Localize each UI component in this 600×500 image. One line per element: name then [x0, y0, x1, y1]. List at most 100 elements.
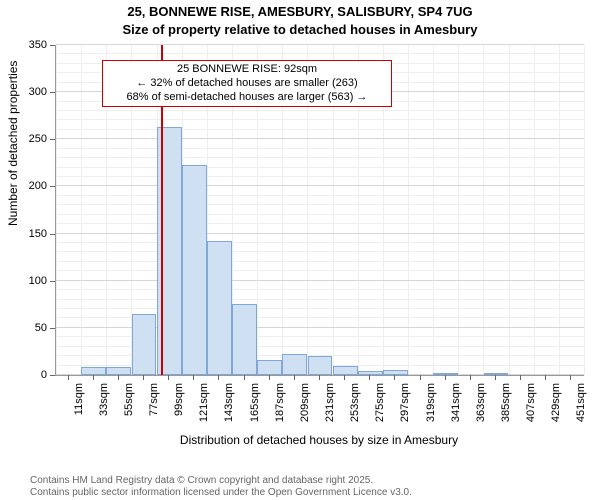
x-tick-label: 275sqm	[374, 383, 386, 433]
x-tick-label: 99sqm	[173, 383, 185, 433]
histogram-bar	[308, 356, 333, 375]
x-tick-mark	[369, 375, 370, 380]
x-tick-mark	[93, 375, 94, 380]
chart-title-line2: Size of property relative to detached ho…	[0, 22, 600, 37]
grid-hline	[56, 185, 584, 186]
histogram-bar	[333, 366, 358, 375]
grid-hline	[56, 138, 584, 139]
x-tick-mark	[394, 375, 395, 380]
x-tick-mark	[319, 375, 320, 380]
footer-line2: Contains public sector information licen…	[30, 487, 412, 498]
grid-hline	[56, 195, 584, 196]
grid-hline	[56, 233, 584, 234]
y-tick-mark	[50, 139, 55, 140]
x-tick-label: 451sqm	[575, 383, 587, 433]
x-tick-label: 33sqm	[98, 383, 110, 433]
x-tick-label: 11sqm	[73, 383, 85, 433]
x-tick-mark	[143, 375, 144, 380]
x-tick-label: 165sqm	[249, 383, 261, 433]
grid-hline	[56, 242, 584, 243]
x-tick-label: 77sqm	[148, 383, 160, 433]
grid-vline	[483, 45, 484, 375]
grid-hline	[56, 223, 584, 224]
x-tick-mark	[420, 375, 421, 380]
chart-title-line1: 25, BONNEWE RISE, AMESBURY, SALISBURY, S…	[0, 4, 600, 19]
x-axis-label: Distribution of detached houses by size …	[55, 433, 583, 447]
x-tick-mark	[294, 375, 295, 380]
x-tick-label: 297sqm	[399, 383, 411, 433]
x-tick-mark	[193, 375, 194, 380]
y-tick-label: 50	[0, 322, 47, 334]
grid-vline	[584, 45, 585, 375]
y-tick-mark	[50, 234, 55, 235]
grid-vline	[559, 45, 560, 375]
x-tick-label: 187sqm	[274, 383, 286, 433]
x-tick-mark	[445, 375, 446, 380]
histogram-bar	[207, 241, 232, 375]
grid-vline	[81, 45, 82, 375]
histogram-bar	[106, 367, 131, 375]
y-tick-mark	[50, 92, 55, 93]
footer-line1: Contains HM Land Registry data © Crown c…	[30, 475, 373, 486]
grid-hline	[56, 119, 584, 120]
grid-hline	[56, 148, 584, 149]
grid-hline	[56, 280, 584, 281]
x-tick-label: 121sqm	[198, 383, 210, 433]
x-tick-label: 143sqm	[223, 383, 235, 433]
y-tick-label: 100	[0, 275, 47, 287]
grid-vline	[56, 45, 57, 375]
y-tick-label: 350	[0, 39, 47, 51]
x-tick-label: 407sqm	[525, 383, 537, 433]
x-tick-mark	[545, 375, 546, 380]
grid-hline	[56, 214, 584, 215]
y-tick-label: 0	[0, 369, 47, 381]
histogram-bar	[433, 373, 458, 375]
grid-hline	[56, 110, 584, 111]
x-tick-label: 363sqm	[475, 383, 487, 433]
annotation-line3: 68% of semi-detached houses are larger (…	[109, 91, 385, 105]
x-tick-mark	[344, 375, 345, 380]
x-tick-label: 253sqm	[349, 383, 361, 433]
y-axis-label: Number of detached properties	[6, 206, 20, 226]
grid-vline	[534, 45, 535, 375]
x-tick-label: 385sqm	[500, 383, 512, 433]
x-tick-label: 209sqm	[299, 383, 311, 433]
grid-hline	[56, 129, 584, 130]
histogram-bar	[81, 367, 106, 375]
y-tick-label: 150	[0, 228, 47, 240]
x-tick-mark	[570, 375, 571, 380]
x-tick-mark	[269, 375, 270, 380]
grid-vline	[408, 45, 409, 375]
grid-hline	[56, 157, 584, 158]
y-tick-mark	[50, 281, 55, 282]
x-tick-mark	[495, 375, 496, 380]
histogram-bar	[132, 314, 157, 375]
grid-hline	[56, 308, 584, 309]
y-tick-mark	[50, 328, 55, 329]
x-tick-mark	[118, 375, 119, 380]
x-tick-label: 429sqm	[550, 383, 562, 433]
histogram-bar	[257, 360, 282, 375]
grid-hline	[56, 167, 584, 168]
grid-hline	[56, 53, 584, 54]
y-tick-mark	[50, 45, 55, 46]
grid-hline	[56, 204, 584, 205]
y-tick-mark	[50, 186, 55, 187]
annotation-box: 25 BONNEWE RISE: 92sqm ← 32% of detached…	[102, 60, 392, 107]
grid-hline	[56, 261, 584, 262]
histogram-bar	[232, 304, 257, 375]
x-tick-label: 55sqm	[123, 383, 135, 433]
x-tick-mark	[218, 375, 219, 380]
grid-hline	[56, 270, 584, 271]
y-tick-mark	[50, 375, 55, 376]
x-tick-mark	[244, 375, 245, 380]
annotation-line1: 25 BONNEWE RISE: 92sqm	[109, 63, 385, 77]
x-tick-mark	[520, 375, 521, 380]
grid-vline	[433, 45, 434, 375]
grid-hline	[56, 251, 584, 252]
x-tick-mark	[68, 375, 69, 380]
x-tick-label: 231sqm	[324, 383, 336, 433]
histogram-bar	[282, 354, 307, 375]
grid-vline	[458, 45, 459, 375]
grid-hline	[56, 289, 584, 290]
